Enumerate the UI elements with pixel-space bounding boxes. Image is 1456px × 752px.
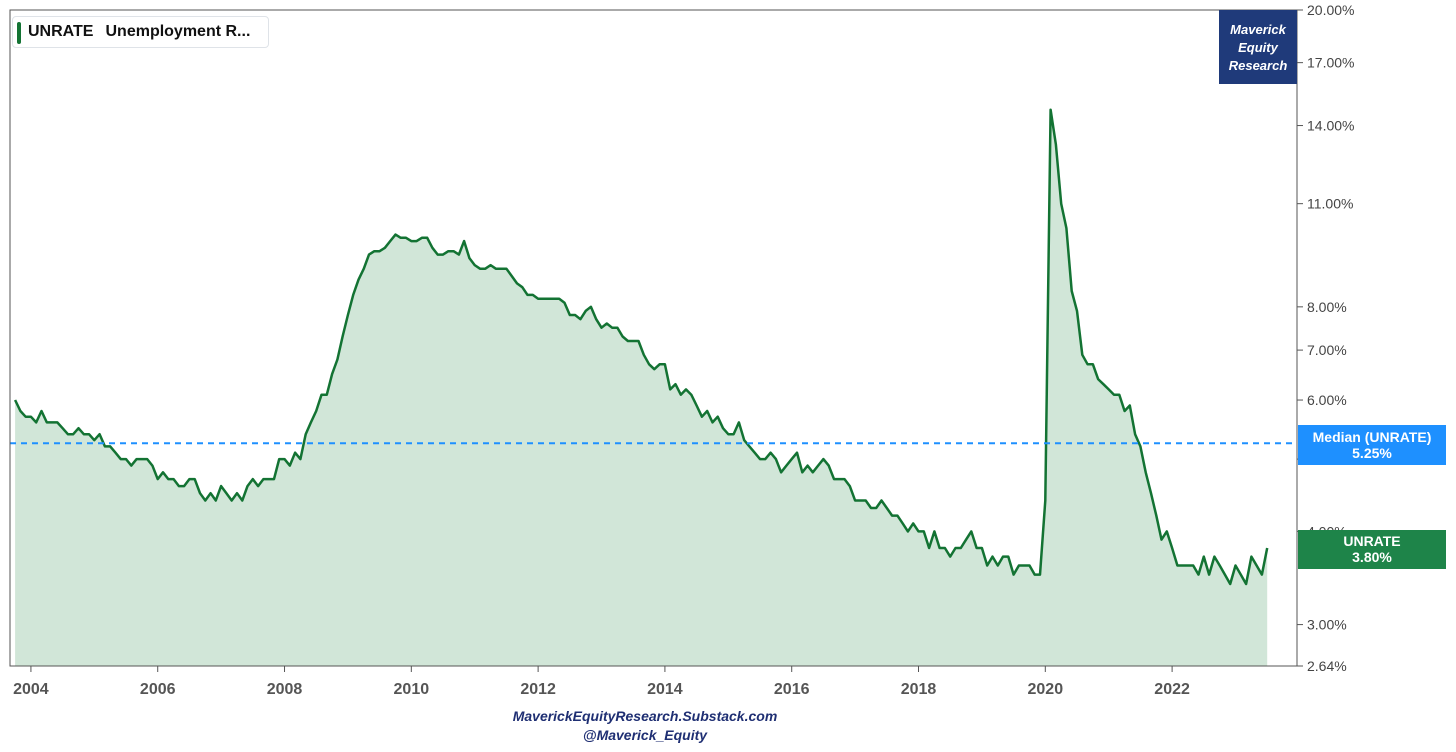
brand-line-1: Maverick [1230,22,1286,37]
y-tick-label: 7.00% [1307,342,1347,358]
y-tick-label: 17.00% [1307,55,1354,71]
median-tag: Median (UNRATE) 5.25% [1298,425,1446,465]
x-tick-label: 2006 [140,681,176,698]
last-value-label: UNRATE [1343,533,1401,549]
legend[interactable]: UNRATE Unemployment R... [12,16,269,48]
median-tag-label: Median (UNRATE) [1312,429,1432,445]
y-tick-label: 8.00% [1307,299,1347,315]
y-tick-label: 14.00% [1307,118,1354,134]
x-tick-label: 2022 [1154,681,1190,698]
x-tick-label: 2020 [1028,681,1064,698]
legend-swatch [17,22,21,44]
footer-handle[interactable]: @Maverick_Equity [582,727,708,743]
series-line [13,108,1269,586]
y-tick-label: 20.00% [1307,2,1354,18]
footer-site[interactable]: MaverickEquityResearch.Substack.com [512,708,778,724]
plot-frame [9,9,1298,667]
x-tick-label: 2016 [774,681,810,698]
legend-series-desc: Unemployment R... [105,23,251,40]
y-tick-label: 2.64% [1307,658,1347,674]
last-value-tag: UNRATE 3.80% [1298,530,1446,569]
x-tick-label: 2014 [647,681,683,698]
y-tick-label: 6.00% [1307,392,1347,408]
x-tick-label: 2010 [394,681,430,698]
x-tick-label: 2012 [520,681,556,698]
y-tick-label: 3.00% [1307,617,1347,633]
last-value-value: 3.80% [1352,549,1392,565]
legend-label: UNRATE Unemployment R... [28,23,262,41]
brand-line-2: Equity [1238,40,1278,55]
x-tick-label: 2004 [13,681,49,698]
x-tick-label: 2018 [901,681,937,698]
brand-logo: Maverick Equity Research [1219,10,1297,84]
legend-series-id: UNRATE [28,23,94,40]
series-area [15,109,1268,666]
x-tick-label: 2008 [267,681,303,698]
y-tick-label: 11.00% [1307,196,1353,212]
median-tag-value: 5.25% [1352,445,1392,461]
brand-line-3: Research [1228,58,1288,73]
